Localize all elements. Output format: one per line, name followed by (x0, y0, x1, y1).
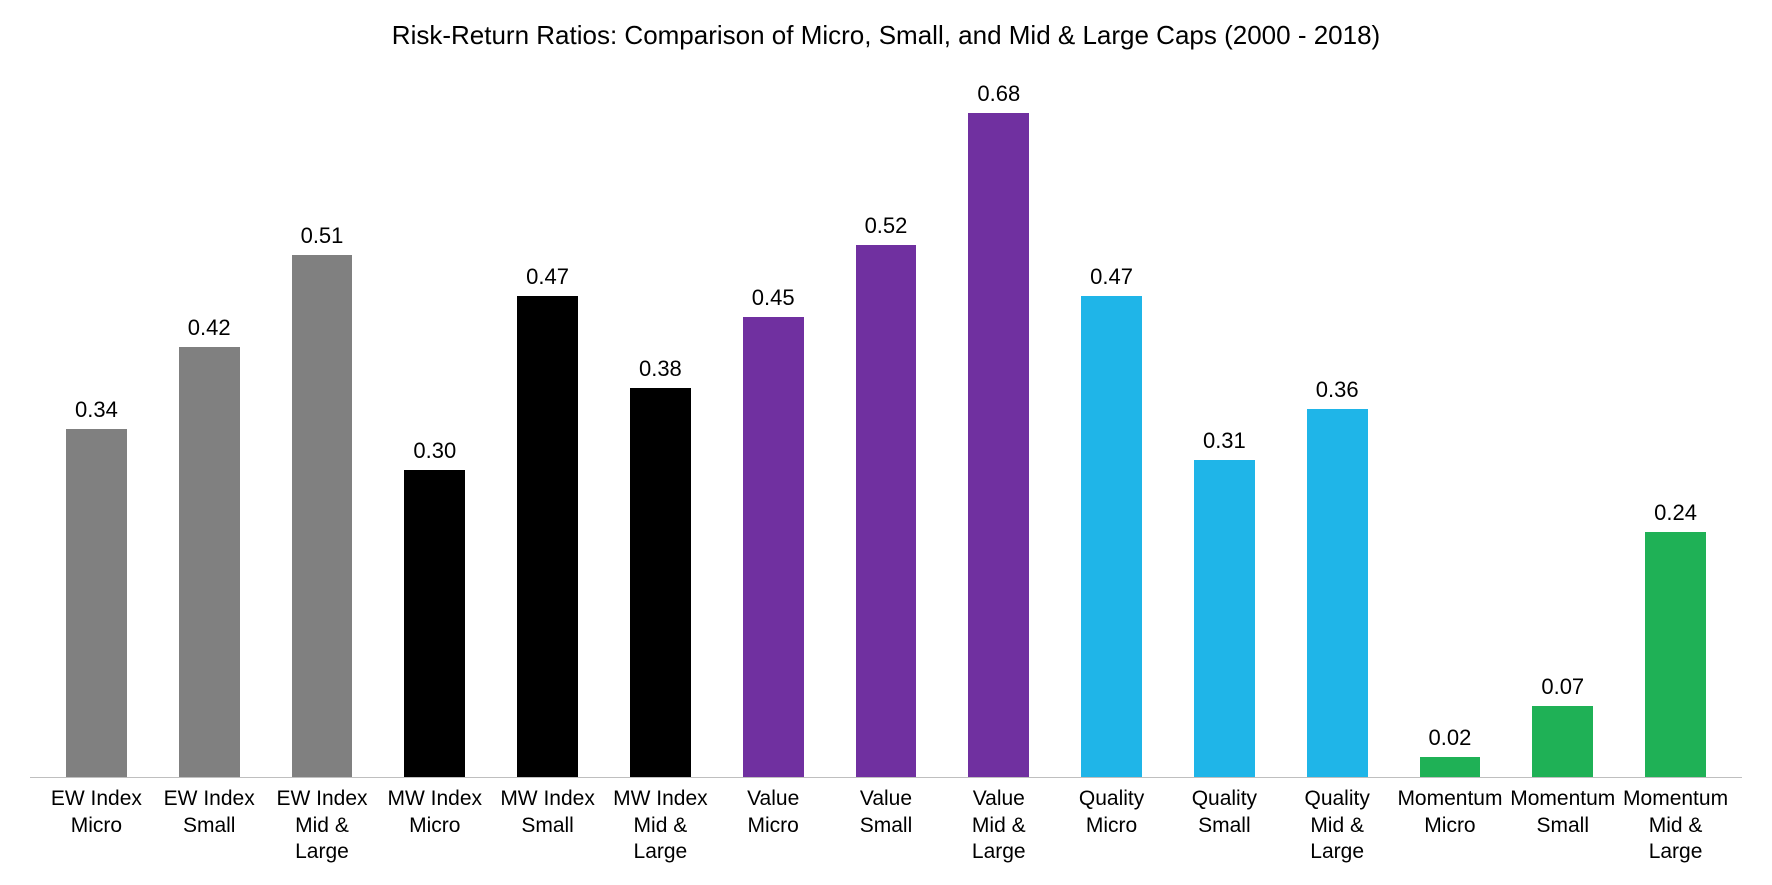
bar-slot: 0.36 (1281, 81, 1394, 777)
bar-value-label: 0.24 (1654, 500, 1697, 526)
bar-category-label: Momentum Micro (1394, 786, 1507, 865)
bar-category-label: Quality Mid & Large (1281, 786, 1394, 865)
labels-region: EW Index MicroEW Index SmallEW Index Mid… (30, 778, 1742, 865)
bar-category-label: Momentum Mid & Large (1619, 786, 1732, 865)
bar-slot: 0.47 (491, 81, 604, 777)
bar-rect (1645, 532, 1706, 778)
bar-slot: 0.02 (1394, 81, 1507, 777)
bar-slot: 0.34 (40, 81, 153, 777)
bar-slot: 0.47 (1055, 81, 1168, 777)
bar-slot: 0.45 (717, 81, 830, 777)
bars-region: 0.34 0.42 0.51 0.30 0.47 0.38 0.45 0.52 0.68 0.47… (30, 81, 1742, 778)
bar-slot: 0.52 (830, 81, 943, 777)
bar-category-label: Quality Micro (1055, 786, 1168, 865)
bar-category-label: Momentum Small (1506, 786, 1619, 865)
bar-value-label: 0.45 (752, 285, 795, 311)
bar-slot: 0.68 (942, 81, 1055, 777)
bar-value-label: 0.47 (526, 264, 569, 290)
bar-value-label: 0.68 (977, 81, 1020, 107)
bar-value-label: 0.51 (301, 223, 344, 249)
bar-category-label: Value Micro (717, 786, 830, 865)
bar-category-label: Value Mid & Large (942, 786, 1055, 865)
bar-value-label: 0.38 (639, 356, 682, 382)
bar-slot: 0.07 (1506, 81, 1619, 777)
bar-category-label: EW Index Small (153, 786, 266, 865)
bar-category-label: Value Small (830, 786, 943, 865)
bar-rect (1194, 460, 1255, 777)
bar-slot: 0.30 (378, 81, 491, 777)
bar-category-label: Quality Small (1168, 786, 1281, 865)
bar-rect (1532, 706, 1593, 778)
bar-slot: 0.42 (153, 81, 266, 777)
bar-rect (404, 470, 465, 777)
bar-rect (1420, 757, 1481, 777)
bar-rect (517, 296, 578, 777)
bar-rect (1307, 409, 1368, 778)
bar-category-label: MW Index Mid & Large (604, 786, 717, 865)
bar-value-label: 0.31 (1203, 428, 1246, 454)
plot-area: 0.34 0.42 0.51 0.30 0.47 0.38 0.45 0.52 0.68 0.47… (30, 81, 1742, 865)
bar-slot: 0.38 (604, 81, 717, 777)
bar-category-label: EW Index Mid & Large (266, 786, 379, 865)
bar-slot: 0.24 (1619, 81, 1732, 777)
bar-rect (743, 317, 804, 778)
bar-value-label: 0.02 (1429, 725, 1472, 751)
bar-category-label: MW Index Micro (378, 786, 491, 865)
bar-value-label: 0.36 (1316, 377, 1359, 403)
bar-slot: 0.51 (266, 81, 379, 777)
bar-rect (179, 347, 240, 777)
bar-rect (856, 245, 917, 777)
bar-value-label: 0.42 (188, 315, 231, 341)
bar-rect (968, 113, 1029, 777)
bar-rect (66, 429, 127, 777)
bar-category-label: EW Index Micro (40, 786, 153, 865)
bar-rect (630, 388, 691, 777)
bar-rect (292, 255, 353, 777)
bar-category-label: MW Index Small (491, 786, 604, 865)
bar-value-label: 0.07 (1541, 674, 1584, 700)
bar-rect (1081, 296, 1142, 777)
bar-value-label: 0.52 (865, 213, 908, 239)
bar-value-label: 0.30 (413, 438, 456, 464)
bar-slot: 0.31 (1168, 81, 1281, 777)
bar-value-label: 0.47 (1090, 264, 1133, 290)
chart-title: Risk-Return Ratios: Comparison of Micro,… (30, 20, 1742, 51)
risk-return-chart: Risk-Return Ratios: Comparison of Micro,… (0, 0, 1772, 885)
bar-value-label: 0.34 (75, 397, 118, 423)
